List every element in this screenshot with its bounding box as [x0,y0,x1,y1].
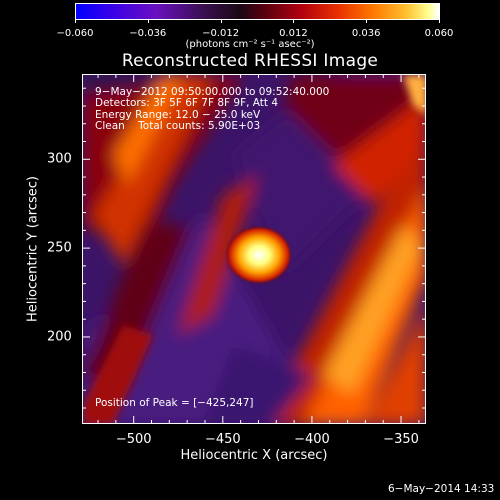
colorbar-units: (photons cm⁻² s⁻¹ asec⁻²) [185,39,315,50]
colorbar [75,3,440,20]
colorbar-tick-label: −0.060 [56,28,94,39]
colorbar-tick [293,19,295,23]
x-tick-label: −500 [115,432,152,447]
x-tick-label: −400 [294,432,330,447]
peak-position-text: Position of Peak = [−425,247] [95,397,254,409]
image-title: Reconstructed RHESSI Image [121,51,379,71]
x-tick-label: −350 [383,432,419,447]
colorbar-tick-label: −0.012 [202,28,240,39]
colorbar-tick-label: −0.036 [129,28,167,39]
colorbar-tick [439,19,440,23]
image-canvas [83,75,425,423]
colorbar-tick [366,19,368,23]
y-tick-label: 300 [47,151,72,167]
time-range-text: 9−May−2012 09:50:00.000 to 09:52:40.000 [95,86,330,98]
colorbar-tick-label: 0.060 [424,28,454,39]
colorbar-tick [75,19,76,23]
colorbar-tick-label: 0.036 [351,28,381,39]
y-tick-label: 250 [47,240,72,256]
clean-counts-text: Clean Total counts: 5.90E+03 [95,120,261,132]
x-tick-label: −450 [204,432,241,447]
colorbar-tick [220,19,222,23]
y-axis-title: Heliocentric Y (arcsec) [25,176,41,322]
colorbar-tick [147,19,149,23]
detectors-text: Detectors: 3F 5F 6F 7F 8F 9F, Att 4 [95,97,279,109]
x-axis-title: Heliocentric X (arcsec) [180,448,328,463]
colorbar-tick-label: 0.012 [279,28,308,39]
y-tick-label: 200 [47,329,72,345]
timestamp: 6−May−2014 14:33 [388,483,495,495]
rhessi-image [82,74,426,424]
energy-range-text: Energy Range: 12.0 − 25.0 keV [95,109,261,121]
